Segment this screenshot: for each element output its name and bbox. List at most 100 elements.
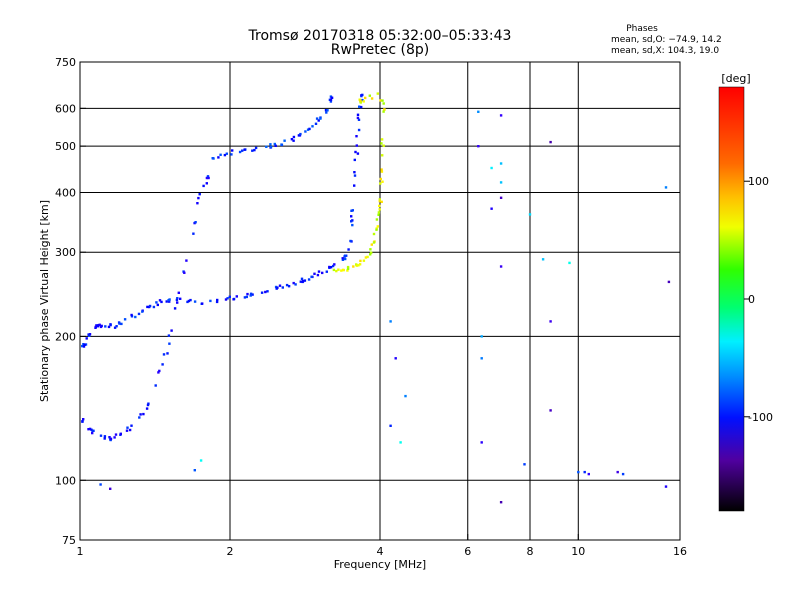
data-point <box>280 143 283 146</box>
data-point <box>192 232 195 235</box>
data-point <box>568 261 571 265</box>
data-point <box>311 125 314 128</box>
x-tick-label: 10 <box>571 545 585 558</box>
data-point <box>82 343 85 346</box>
data-point <box>103 435 107 438</box>
data-point <box>198 193 201 196</box>
x-tick-label: 2 <box>227 545 234 558</box>
data-point <box>332 268 336 272</box>
data-point <box>193 469 196 472</box>
data-point <box>205 176 209 180</box>
data-point <box>380 142 383 145</box>
data-point <box>103 437 106 440</box>
data-point <box>100 324 103 328</box>
data-point <box>297 134 301 137</box>
y-tick-label: 100 <box>55 474 76 487</box>
y-tick-label: 500 <box>55 140 76 153</box>
data-point <box>317 270 321 273</box>
data-point <box>177 291 180 294</box>
data-point <box>523 463 526 466</box>
data-point <box>549 320 552 323</box>
series-points <box>99 110 671 504</box>
data-point <box>113 436 116 439</box>
data-point <box>353 184 356 187</box>
x-tick-label: 6 <box>464 545 471 558</box>
data-point <box>292 135 296 139</box>
phases-o-stats: mean, sd,O: −74.9, 14.2 <box>611 35 722 45</box>
data-point <box>168 300 171 303</box>
data-point <box>346 265 350 269</box>
data-point <box>205 182 208 185</box>
data-point <box>246 292 249 296</box>
data-point <box>549 409 552 412</box>
data-point <box>94 325 97 329</box>
colorbar-label: [deg] <box>721 72 750 85</box>
data-point <box>667 280 671 284</box>
data-point <box>119 432 122 435</box>
data-point <box>82 418 85 421</box>
data-point <box>389 320 392 323</box>
data-point <box>179 297 182 300</box>
data-point <box>249 292 253 295</box>
data-point <box>499 114 503 117</box>
data-point <box>199 459 203 462</box>
data-point <box>370 97 374 100</box>
data-point <box>182 270 185 273</box>
data-point <box>196 202 199 205</box>
data-point <box>145 407 149 410</box>
data-point <box>664 186 668 189</box>
data-point <box>193 300 197 303</box>
data-point <box>98 323 101 326</box>
data-point <box>325 111 328 114</box>
data-point <box>138 416 141 419</box>
data-point <box>364 96 367 100</box>
data-point <box>162 353 166 356</box>
data-point <box>99 434 103 437</box>
x-tick-label: 1 <box>77 545 84 558</box>
data-point <box>369 253 372 256</box>
data-point <box>399 441 402 444</box>
data-point <box>366 255 369 259</box>
data-point <box>155 301 158 304</box>
data-point <box>245 295 248 299</box>
data-point <box>113 326 117 329</box>
data-point <box>189 298 192 302</box>
data-point <box>404 394 407 398</box>
data-point <box>290 138 294 141</box>
x-tick-label: 4 <box>377 545 384 558</box>
data-point <box>265 145 268 148</box>
data-point <box>381 154 384 157</box>
data-point <box>369 248 372 251</box>
data-point <box>283 139 286 142</box>
data-point <box>176 301 179 304</box>
data-point <box>299 132 302 136</box>
data-point <box>82 345 86 348</box>
data-point <box>139 413 142 416</box>
data-point <box>128 428 132 432</box>
data-point <box>315 117 319 120</box>
data-point <box>341 257 344 260</box>
data-point <box>85 337 88 340</box>
data-point <box>206 175 210 178</box>
series-points <box>211 95 334 160</box>
data-point <box>109 323 112 327</box>
data-point <box>319 117 322 120</box>
data-point <box>362 100 365 103</box>
y-axis-label: Stationary phase Virtual Height [km] <box>38 200 51 402</box>
data-point <box>331 264 335 268</box>
data-point <box>292 139 295 142</box>
data-point <box>228 295 231 298</box>
data-point <box>378 204 381 208</box>
x-axis-label: Frequency [MHz] <box>334 558 426 571</box>
data-point <box>168 342 171 345</box>
data-point <box>380 200 383 203</box>
data-point <box>541 258 545 261</box>
data-point <box>146 403 150 407</box>
data-point <box>352 265 355 268</box>
data-point <box>549 140 552 144</box>
data-point <box>372 232 376 236</box>
data-point <box>107 325 111 329</box>
data-point <box>91 431 94 435</box>
data-point <box>346 267 350 270</box>
